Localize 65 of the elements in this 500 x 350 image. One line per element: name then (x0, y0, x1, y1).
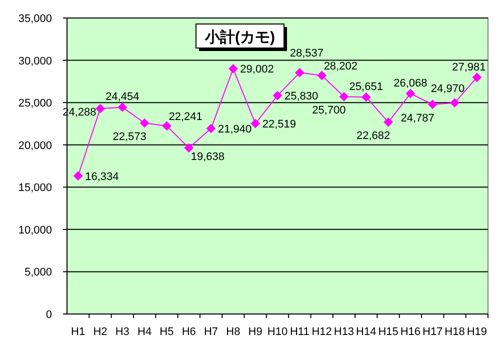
x-tick-label: H14 (356, 326, 376, 338)
point (250, 119, 260, 128)
text: 25,830 (284, 90, 318, 103)
text: 28,202 (324, 60, 358, 72)
x-tick-label: H12 (312, 326, 332, 338)
x-tick-label: H11 (290, 326, 310, 338)
point (384, 118, 393, 127)
text: 小計(カモ) (204, 29, 275, 46)
x-tick-label: H6 (182, 326, 196, 338)
x-tick-label: H9 (248, 326, 262, 338)
y-tick-label: 25,000 (18, 98, 52, 110)
text: 24,454 (106, 91, 140, 104)
x-tick-label: H15 (378, 326, 398, 338)
x-tick-label: H16 (400, 326, 421, 338)
point (273, 91, 282, 100)
y-tick-label: 35,000 (18, 13, 52, 25)
x-tick-label: H13 (334, 326, 354, 338)
point (140, 118, 150, 128)
point (428, 100, 438, 109)
point (74, 171, 83, 180)
y-tick-label: 20,000 (18, 140, 52, 152)
x-tick-label: H8 (226, 326, 240, 338)
text: 24,970 (430, 82, 465, 95)
text: 29,002 (240, 64, 274, 76)
point (206, 124, 216, 133)
text: 22,573 (112, 131, 146, 144)
text: 21,940 (218, 123, 252, 136)
x-tick-label: H5 (160, 326, 174, 338)
point (406, 89, 415, 98)
x-tick-label: H17 (422, 326, 443, 338)
x-tick-label: H2 (93, 326, 108, 338)
text: 25,700 (312, 104, 346, 117)
point (317, 70, 326, 80)
text: 22,682 (356, 130, 390, 142)
text: 16,334 (85, 170, 119, 183)
y-tick-label: 30,000 (18, 55, 52, 68)
text: 25,651 (349, 81, 383, 94)
x-tick-label: H10 (267, 326, 288, 338)
x-tick-label: H7 (204, 326, 218, 338)
x-tick-label: H1 (71, 326, 86, 338)
text: 24,787 (400, 112, 434, 124)
y-tick-label: 15,000 (18, 182, 52, 194)
y-tick-label: 5,000 (24, 266, 52, 279)
point (118, 102, 127, 112)
text: 26,068 (394, 78, 428, 90)
x-tick-label: H4 (138, 326, 152, 338)
point (450, 98, 460, 108)
x-tick-label: H19 (466, 326, 488, 338)
point (162, 121, 172, 130)
point (228, 64, 238, 74)
point (339, 92, 348, 102)
point (184, 143, 194, 152)
y-tick-label: 10,000 (18, 224, 52, 236)
point (295, 68, 304, 78)
y-tick-label: 0 (46, 309, 52, 321)
text: 27,981 (452, 61, 486, 74)
point (472, 72, 482, 82)
text: 19,638 (190, 150, 225, 163)
text: 22,519 (262, 118, 296, 131)
text: 28,537 (290, 48, 324, 60)
x-tick-label: H3 (115, 326, 130, 338)
x-tick-label: H18 (444, 326, 465, 338)
text: 22,241 (168, 110, 202, 123)
point (96, 104, 105, 114)
point (362, 92, 371, 102)
